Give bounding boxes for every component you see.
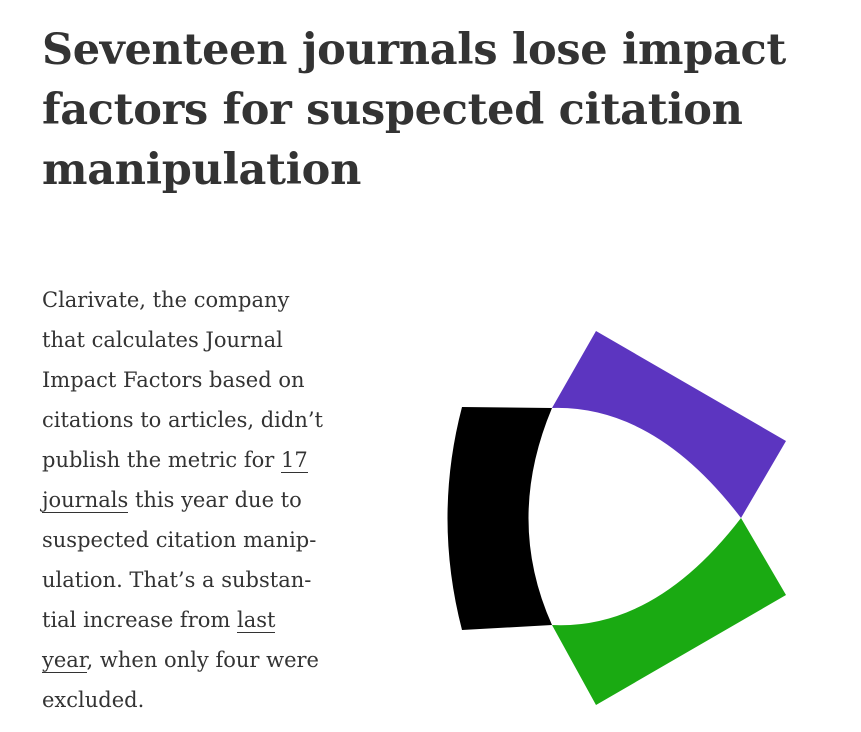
paragraph-line: year, when only four were — [42, 640, 362, 680]
paragraph-text: this year due to — [128, 488, 302, 512]
logo-black-segment — [447, 407, 552, 630]
link-last-year-cont[interactable]: year — [42, 648, 87, 673]
paragraph-line: suspected citation manip- — [42, 528, 317, 552]
link-17-journals-cont[interactable]: journals — [42, 488, 129, 513]
clarivate-logo-icon — [447, 331, 786, 705]
paragraph-line: journals this year due to — [42, 480, 362, 520]
article-paragraph: Clarivate, the company that calculates J… — [42, 280, 362, 720]
paragraph-text: , when only four were — [86, 648, 319, 672]
paragraph-line: excluded. — [42, 688, 145, 712]
link-last-year[interactable]: last — [236, 608, 276, 633]
logo-green-segment — [552, 518, 786, 705]
paragraph-line: Impact Factors based on — [42, 368, 305, 392]
paragraph-text: tial increase from — [42, 608, 237, 632]
paragraph-text: publish the metric for — [42, 448, 281, 472]
paragraph-line: publish the metric for 17 — [42, 440, 362, 480]
logo-purple-segment — [552, 331, 786, 518]
paragraph-line: citations to articles, didn’t — [42, 408, 323, 432]
paragraph-line: tial increase from last — [42, 600, 362, 640]
paragraph-line: ulation. That’s a substan- — [42, 568, 312, 592]
paragraph-line: Clarivate, the company — [42, 288, 290, 312]
article-headline: Seventeen journals lose impact factors f… — [42, 25, 786, 195]
link-17-journals[interactable]: 17 — [281, 448, 308, 473]
paragraph-line: that calculates Journal — [42, 328, 283, 352]
